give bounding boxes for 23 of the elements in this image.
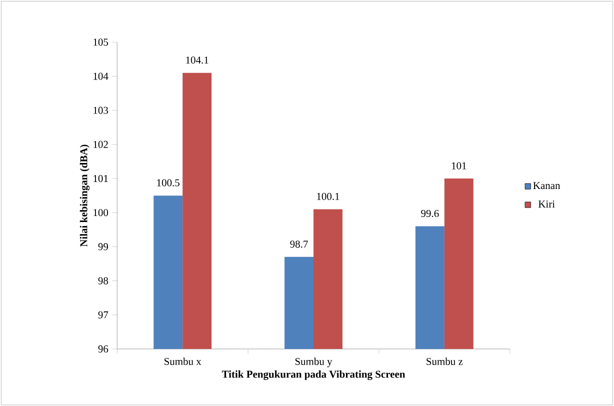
data-label: 100.5 bbox=[157, 179, 180, 186]
y-tick-label: 101 bbox=[94, 174, 108, 182]
data-label: 98.7 bbox=[290, 240, 308, 248]
y-tick-label: 97 bbox=[98, 311, 108, 318]
y-tick-label: 105 bbox=[94, 38, 108, 46]
x-tick-label: Sumbu x bbox=[164, 358, 202, 365]
y-tick-label: 104 bbox=[94, 72, 108, 80]
y-tick-label: 99 bbox=[98, 243, 108, 250]
y-tick-label: 96 bbox=[98, 345, 108, 352]
y-tick-label: 98 bbox=[98, 277, 108, 284]
legend-label: Kanan bbox=[533, 182, 560, 190]
y-tick-label: 100 bbox=[94, 209, 108, 216]
x-axis-title: Titik Pengukuran pada Vibrating Screen bbox=[222, 370, 406, 380]
data-label: 100.1 bbox=[317, 192, 340, 200]
x-tick-label: Sumbu y bbox=[295, 358, 332, 368]
data-label: 104.1 bbox=[186, 56, 208, 64]
data-label: 99.6 bbox=[421, 210, 439, 217]
data-label: 101 bbox=[452, 162, 466, 170]
y-axis-title: Nilai kebisingan (dBA) bbox=[80, 144, 90, 247]
y-tick-label: 102 bbox=[94, 140, 108, 148]
legend-label: Kiri bbox=[538, 200, 555, 208]
x-tick-label: Sumbu z bbox=[426, 358, 463, 365]
y-tick-label: 103 bbox=[94, 106, 108, 114]
